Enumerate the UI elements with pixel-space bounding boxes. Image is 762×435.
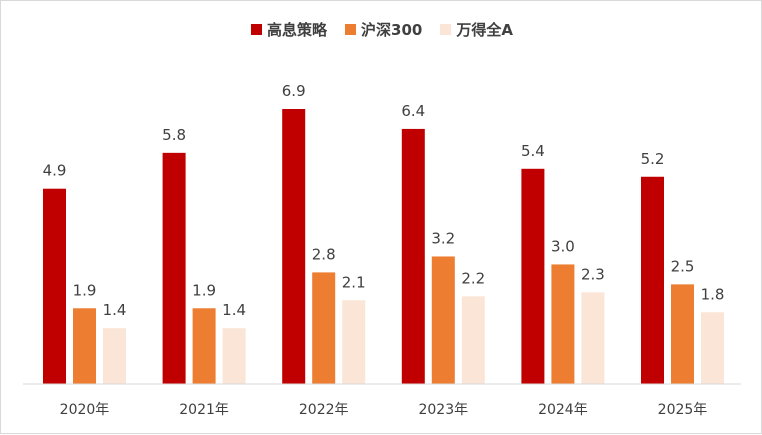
value-label-wind-all-a-5: 1.8 — [701, 285, 725, 303]
value-label-csi300-4: 3.0 — [551, 237, 575, 255]
bar-high-dividend-5 — [641, 176, 664, 384]
value-label-wind-all-a-3: 2.2 — [461, 269, 485, 287]
bar-high-dividend-1 — [162, 152, 186, 384]
value-label-wind-all-a-1: 1.4 — [222, 301, 246, 319]
category-label-5: 2025年 — [658, 402, 708, 418]
value-label-csi300-5: 2.5 — [671, 257, 695, 275]
category-label-4: 2024年 — [538, 402, 588, 418]
bar-wind-all-a-5 — [701, 312, 724, 384]
bar-wind-all-a-1 — [222, 328, 246, 384]
legend-swatch-high-dividend — [251, 24, 263, 35]
legend-item-csi300: 沪深300 — [345, 19, 422, 40]
bar-high-dividend-3 — [401, 128, 425, 384]
value-label-high-dividend-0: 4.9 — [43, 162, 67, 180]
value-label-csi300-0: 1.9 — [73, 281, 97, 299]
bars-group — [43, 109, 724, 384]
legend: 高息策略 沪深300 万得全A — [1, 19, 762, 40]
legend-item-wind-all-a: 万得全A — [440, 19, 513, 40]
bar-csi300-2 — [312, 272, 336, 384]
bar-wind-all-a-4 — [581, 292, 605, 384]
legend-swatch-wind-all-a — [440, 24, 452, 35]
value-label-high-dividend-5: 5.2 — [641, 150, 665, 168]
bar-wind-all-a-2 — [342, 300, 366, 384]
bar-wind-all-a-0 — [103, 328, 126, 384]
bar-wind-all-a-3 — [461, 296, 485, 384]
bar-high-dividend-0 — [43, 188, 66, 384]
bar-csi300-3 — [431, 256, 455, 384]
value-label-wind-all-a-4: 2.3 — [581, 265, 605, 283]
bar-csi300-4 — [551, 264, 575, 384]
category-label-2: 2022年 — [299, 402, 349, 418]
bar-high-dividend-4 — [521, 168, 545, 384]
legend-label-wind-all-a: 万得全A — [456, 21, 513, 39]
value-label-csi300-1: 1.9 — [192, 281, 216, 299]
legend-label-csi300: 沪深300 — [361, 21, 423, 39]
bar-csi300-5 — [671, 284, 694, 384]
value-label-wind-all-a-0: 1.4 — [103, 301, 127, 319]
value-label-high-dividend-4: 5.4 — [521, 142, 545, 160]
labels-group: 4.9 1.9 1.4 2020年 5.8 1.9 1.4 2021年 6.9 2.8 2.1 202… — [43, 82, 725, 418]
bar-high-dividend-2 — [282, 109, 306, 384]
bar-csi300-1 — [192, 308, 216, 384]
category-label-3: 2023年 — [418, 402, 468, 418]
value-label-high-dividend-3: 6.4 — [401, 102, 425, 120]
category-label-0: 2020年 — [60, 402, 110, 418]
bar-csi300-0 — [73, 308, 96, 384]
value-label-csi300-2: 2.8 — [312, 245, 336, 263]
value-label-high-dividend-2: 6.9 — [282, 82, 306, 100]
legend-swatch-csi300 — [345, 24, 357, 35]
legend-label-high-dividend: 高息策略 — [267, 21, 328, 39]
value-label-csi300-3: 3.2 — [431, 229, 455, 247]
value-label-high-dividend-1: 5.8 — [162, 126, 186, 144]
value-label-wind-all-a-2: 2.1 — [342, 273, 366, 291]
legend-item-high-dividend: 高息策略 — [251, 19, 327, 40]
category-label-1: 2021年 — [179, 402, 229, 418]
